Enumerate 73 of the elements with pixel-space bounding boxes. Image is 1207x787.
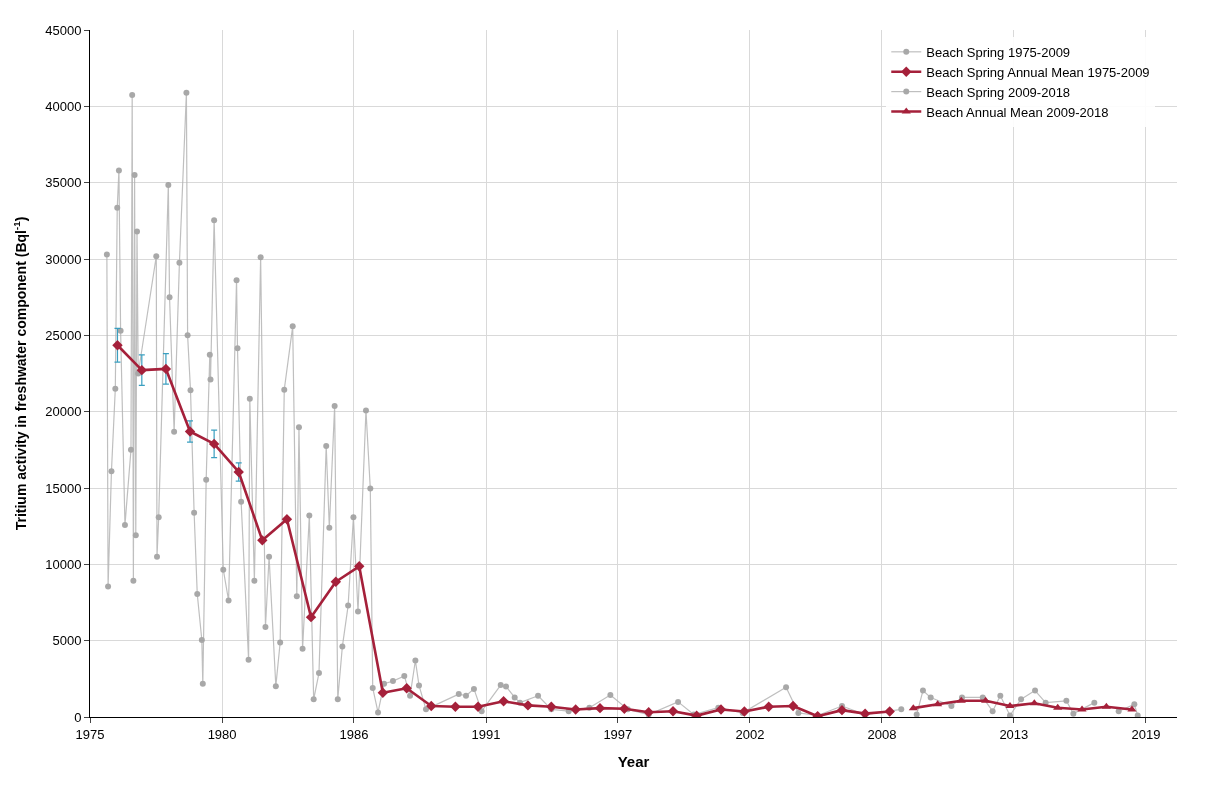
point [160,363,172,375]
point [1032,687,1039,694]
point [257,535,268,546]
point [450,701,461,712]
legend-label: Beach Spring 1975-2009 [926,44,1071,60]
point [472,701,484,712]
point [763,701,774,712]
y-tick-label: 15000 [45,480,82,496]
x-tick-label: 2019 [1131,726,1161,742]
x-tick-label: 2002 [735,726,765,742]
y-tick-label: 5000 [52,633,82,649]
y-tick-label: 45000 [45,22,82,38]
y-tick-label: 40000 [45,98,82,114]
x-tick-label: 2008 [867,726,897,742]
point [948,703,955,710]
point [305,611,317,623]
point [184,426,196,437]
point [377,687,389,698]
point [1077,705,1087,712]
legend-label: Beach Spring Annual Mean 1975-2009 [926,64,1150,80]
point [989,708,996,715]
point [1018,696,1025,703]
point [522,700,534,711]
point [1127,705,1137,712]
x-tick-label: 1980 [207,726,237,742]
point [426,700,437,712]
point [354,561,365,572]
point [1091,699,1098,706]
point [1131,701,1138,708]
x-tick-label: 1986 [339,726,369,742]
point [1005,702,1015,709]
point [330,576,342,587]
point [570,704,581,715]
legend-label: Beach Spring 2009-2018 [926,84,1071,100]
x-tick-label: 1997 [603,726,633,742]
y-tick-label: 10000 [45,556,82,572]
point [233,466,244,478]
point [1134,712,1141,717]
y-tick-label: 0 [74,709,82,725]
point [908,704,918,711]
point [208,438,220,450]
point [401,683,412,694]
x-axis-title: Year [617,752,650,770]
point [739,706,750,717]
point [498,696,509,707]
point [919,687,926,694]
y-tick-label: 25000 [45,327,82,343]
x-tick-label: 1975 [75,726,105,742]
point [913,711,920,717]
point [667,706,679,717]
y-tick-label: 20000 [45,404,82,420]
point [715,704,727,715]
x-tick-label: 2013 [999,726,1029,742]
point [619,703,630,714]
point [1053,703,1063,710]
point [1063,697,1070,704]
point [546,701,557,712]
point [997,692,1004,699]
y-tick-label: 35000 [45,175,82,191]
point [1006,712,1013,717]
point [927,694,934,701]
point [281,514,293,525]
point [594,702,606,714]
point [836,704,848,716]
point [981,696,991,703]
legend-label: Beach Annual Mean 2009-2018 [926,104,1109,120]
point [1070,710,1077,717]
x-tick-label: 1991 [471,726,501,742]
y-tick-label: 30000 [45,251,82,267]
point [643,707,654,717]
point [112,340,123,351]
point [1029,699,1039,706]
point [1101,702,1111,709]
